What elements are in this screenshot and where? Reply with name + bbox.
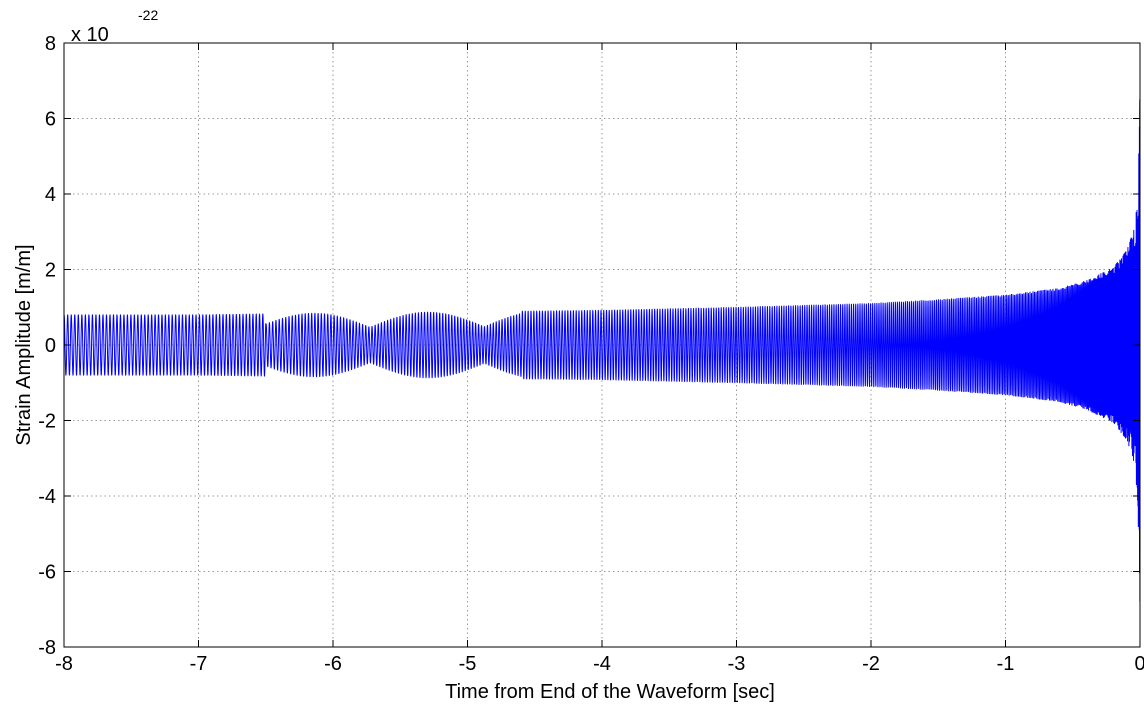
x-tick-label-1: -7	[190, 653, 208, 675]
strain-signal-line	[63, 99, 1141, 603]
y-tick-label-8: 8	[45, 33, 56, 55]
x-tick-label-0: -8	[55, 653, 73, 675]
x-axis-label: Time from End of the Waveform [sec]	[445, 681, 775, 703]
y-tick-label-5: 2	[45, 260, 56, 282]
x-tick-label-3: -5	[459, 653, 477, 675]
axis-ticks: -8 -7 -6 -5 -4 -3 -2 -1 0 -8 -6 -4 -2 0 2 4 6 8	[38, 33, 1144, 675]
x-tick-label-2: -6	[324, 653, 342, 675]
y-tick-label-3: -2	[38, 411, 56, 433]
y-multiplier-base: x 10	[71, 24, 109, 46]
y-tick-label-0: -8	[38, 637, 56, 659]
y-axis-label: Strain Amplitude [m/m]	[13, 244, 35, 445]
x-tick-label-7: -1	[997, 653, 1015, 675]
x-tick-label-6: -2	[862, 653, 880, 675]
y-tick-label-7: 6	[45, 109, 56, 131]
x-tick-label-4: -4	[593, 653, 611, 675]
y-tick-label-1: -6	[38, 562, 56, 584]
y-multiplier-exponent: -22	[138, 7, 158, 23]
x-tick-label-5: -3	[728, 653, 746, 675]
y-tick-label-6: 4	[45, 184, 56, 206]
y-tick-label-2: -4	[38, 486, 56, 508]
x-tick-label-8: 0	[1134, 653, 1144, 675]
y-tick-label-4: 0	[45, 335, 56, 357]
